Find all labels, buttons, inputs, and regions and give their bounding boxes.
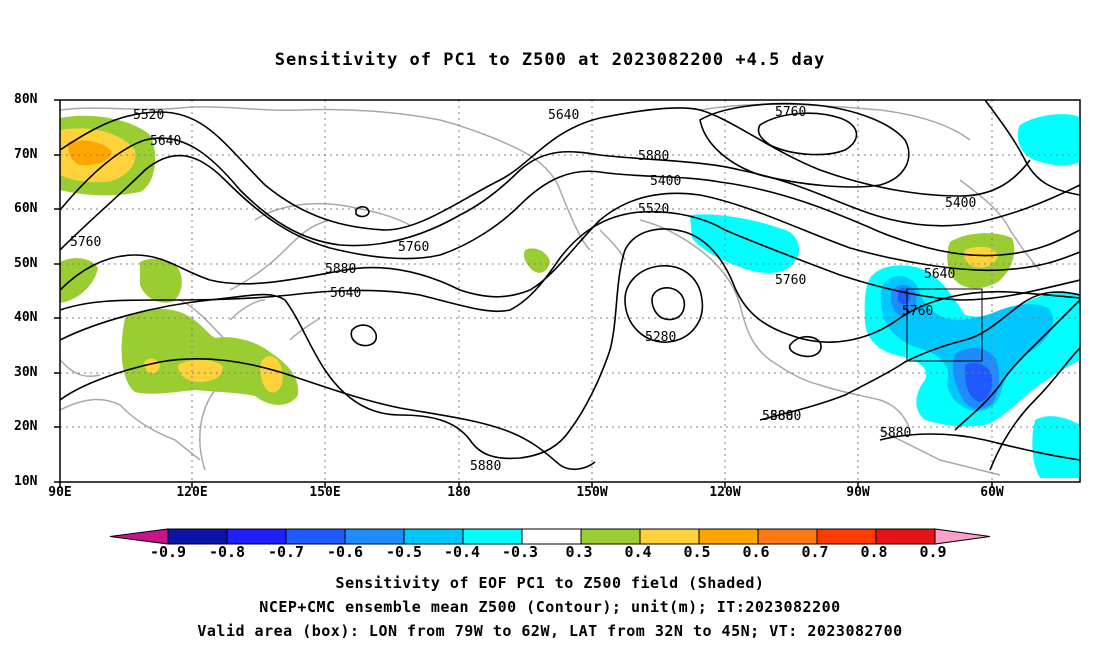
- contour-label: 5880: [762, 409, 793, 424]
- lat-label: 80N: [14, 92, 38, 107]
- contour-label: 5760: [398, 240, 429, 255]
- lon-label: 90E: [48, 485, 72, 500]
- colorbar-swatch: [226, 528, 287, 545]
- colorbar-swatch: [285, 528, 346, 545]
- contour-label: 5880: [638, 149, 669, 164]
- colorbar-label: -0.6: [326, 543, 364, 561]
- caption-line: Valid area (box): LON from 79W to 62W, L…: [197, 622, 903, 640]
- colorbar-label: -0.3: [501, 543, 539, 561]
- contour-label: 5640: [330, 286, 361, 301]
- caption-line: NCEP+CMC ensemble mean Z500 (Contour); u…: [259, 598, 841, 616]
- contour-label: 5760: [70, 235, 101, 250]
- colorbar-label: -0.7: [267, 543, 305, 561]
- lat-label: 20N: [14, 419, 38, 434]
- contour-label: 5400: [650, 174, 681, 189]
- contour-label: 5880: [470, 459, 501, 474]
- lon-label: 150E: [309, 485, 341, 500]
- lon-label: 120E: [176, 485, 208, 500]
- colorbar-swatch: [875, 528, 936, 545]
- colorbar-swatch: [462, 528, 523, 545]
- colorbar-swatch: [521, 528, 582, 545]
- colorbar-max-arrow: [934, 528, 991, 545]
- sensitivity-shading: [60, 114, 1080, 478]
- lat-label: 40N: [14, 310, 38, 325]
- lat-label: 50N: [14, 256, 38, 271]
- contour-label: 5880: [880, 426, 911, 441]
- colorbar-swatch: [816, 528, 877, 545]
- contour-label: 5760: [775, 105, 806, 120]
- contour-label: 5520: [638, 202, 669, 217]
- contour-label: 5760: [775, 273, 806, 288]
- lon-label: 90W: [846, 485, 870, 500]
- contour-label: 5640: [924, 267, 955, 282]
- colorbar-swatch: [403, 528, 464, 545]
- caption-line: Sensitivity of EOF PC1 to Z500 field (Sh…: [335, 574, 765, 592]
- colorbar-label: -0.4: [443, 543, 481, 561]
- colorbar-label: -0.5: [385, 543, 423, 561]
- colorbar-label: 0.8: [860, 543, 888, 561]
- lat-label: 30N: [14, 365, 38, 380]
- colorbar-label: 0.6: [742, 543, 770, 561]
- contour-label: 5880: [770, 409, 801, 424]
- colorbar-label: 0.7: [801, 543, 829, 561]
- contour-label: 5640: [548, 108, 579, 123]
- colorbar-swatch: [639, 528, 700, 545]
- lat-label: 60N: [14, 201, 38, 216]
- lon-label: 180: [447, 485, 471, 500]
- contour-label: 5880: [325, 262, 356, 277]
- lon-label: 120W: [709, 485, 741, 500]
- contour-label: 5760: [902, 304, 933, 319]
- contour-label: 5400: [945, 196, 976, 211]
- contour-label: 5280: [645, 330, 676, 345]
- lon-label: 150W: [576, 485, 608, 500]
- map-title: Sensitivity of PC1 to Z500 at 2023082200…: [274, 50, 826, 70]
- contour-label: 5640: [150, 134, 181, 149]
- z500-contours: [60, 100, 1080, 471]
- valid-area-box: [906, 288, 983, 362]
- lat-label: 10N: [14, 474, 38, 489]
- colorbar: [109, 528, 991, 545]
- colorbar-label: 0.5: [683, 543, 711, 561]
- colorbar-label: 0.9: [919, 543, 947, 561]
- colorbar-swatch: [757, 528, 818, 545]
- lat-label: 70N: [14, 147, 38, 162]
- colorbar-swatch: [580, 528, 641, 545]
- map-frame: [59, 99, 1081, 483]
- lon-label: 60W: [980, 485, 1004, 500]
- colorbar-swatch: [698, 528, 759, 545]
- colorbar-swatch: [167, 528, 228, 545]
- colorbar-label: -0.8: [208, 543, 246, 561]
- colorbar-min-arrow: [109, 528, 169, 545]
- colorbar-swatch: [344, 528, 405, 545]
- colorbar-label: 0.3: [565, 543, 593, 561]
- colorbar-label: -0.9: [149, 543, 187, 561]
- colorbar-label: 0.4: [624, 543, 652, 561]
- contour-label: 5520: [133, 108, 164, 123]
